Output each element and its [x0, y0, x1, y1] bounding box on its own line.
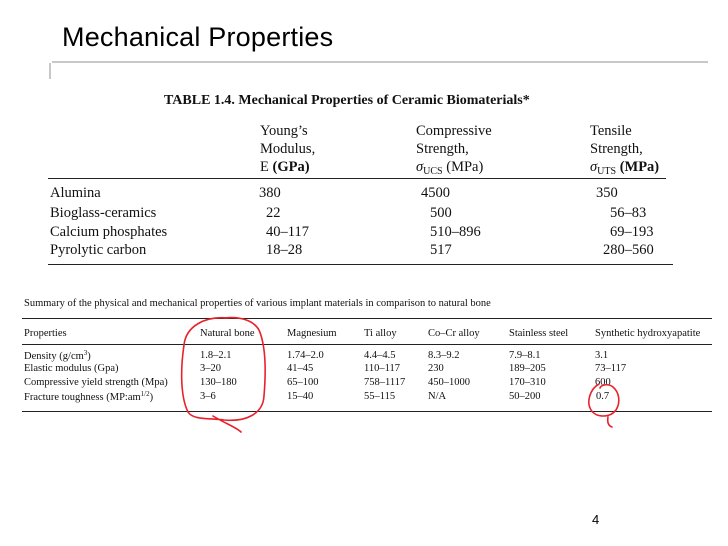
compressive-value: 517 — [430, 242, 452, 258]
natural-bone-value: 3–20 — [200, 363, 221, 374]
header-line: Modulus, — [260, 141, 316, 157]
property-superscript: 1/2 — [140, 390, 150, 398]
stainless-steel-value: 170–310 — [509, 377, 546, 388]
co-cr-alloy-value: 8.3–9.2 — [428, 350, 460, 361]
ti-alloy-value: 4.4–4.5 — [364, 350, 396, 361]
sigma-symbol: σ — [416, 159, 424, 175]
property-name: Elastic modulus (Gpa) — [24, 363, 119, 374]
co-cr-alloy-value: 450–1000 — [428, 377, 470, 388]
property-superscript: 3 — [83, 349, 88, 357]
table1-caption: TABLE 1.4. Mechanical Properties of Cera… — [164, 93, 530, 108]
table1-top-rule — [48, 178, 666, 179]
co-cr-alloy-value: N/A — [428, 391, 447, 402]
page-number: 4 — [592, 512, 600, 527]
table2-top-rule — [22, 318, 712, 319]
table1-header-tensile: Tensile Strength, σUTS (MPa) — [590, 122, 659, 181]
table1-header-youngs: Young’s Modulus, E (GPa) — [260, 122, 315, 176]
material-name: Alumina — [50, 185, 101, 201]
ti-alloy-value: 55–115 — [364, 391, 396, 402]
header-line: E (GPa) — [260, 158, 315, 176]
compressive-value: 4500 — [421, 185, 450, 201]
column-header: Magnesium — [287, 328, 337, 339]
property-name: Density (g/cm3) — [24, 349, 91, 362]
table2-header-rule — [22, 344, 712, 345]
stainless-steel-value: 189–205 — [509, 363, 546, 374]
youngs-value: 22 — [266, 205, 281, 221]
property-suffix: ) — [149, 392, 154, 403]
property-text: Density (g/cm — [24, 351, 84, 362]
column-header: Synthetic hydroxyapatite — [595, 328, 701, 339]
slide-border-mark — [49, 63, 51, 79]
magnesium-value: 15–40 — [287, 391, 314, 402]
title-divider — [52, 61, 708, 63]
column-header: Properties — [24, 328, 67, 339]
magnesium-value: 65–100 — [287, 377, 319, 388]
header-line: Young’s — [260, 123, 308, 139]
header-line: Strength, — [590, 141, 643, 157]
compressive-value: 500 — [430, 205, 452, 221]
header-line: σUCS (MPa) — [416, 158, 492, 181]
tensile-value: 56–83 — [610, 205, 647, 221]
column-header: Co–Cr alloy — [428, 328, 480, 339]
column-header: Natural bone — [200, 328, 255, 339]
material-name: Pyrolytic carbon — [50, 242, 147, 258]
youngs-value: 18–28 — [266, 242, 303, 258]
header-unit: (GPa) — [272, 159, 310, 175]
tensile-value: 350 — [596, 185, 618, 201]
header-line: Strength, — [416, 141, 469, 157]
header-line: Compressive — [416, 123, 492, 139]
property-name: Compressive yield strength (Mpa) — [24, 377, 168, 388]
youngs-value: 40–117 — [266, 224, 309, 240]
ti-alloy-value: 110–117 — [364, 363, 400, 374]
youngs-value: 380 — [259, 185, 281, 201]
header-line: σUTS (MPa) — [590, 158, 659, 181]
table1-header-compressive: Compressive Strength, σUCS (MPa) — [416, 122, 492, 181]
header-symbol: E — [260, 159, 273, 175]
slide-title: Mechanical Properties — [62, 22, 334, 52]
header-unit: (MPa) — [442, 159, 484, 175]
header-subscript: UTS — [597, 166, 617, 177]
tensile-value: 280–560 — [603, 242, 654, 258]
header-line: Tensile — [590, 123, 632, 139]
magnesium-value: 1.74–2.0 — [287, 350, 324, 361]
material-name: Calcium phosphates — [50, 224, 168, 240]
natural-bone-value: 130–180 — [200, 377, 237, 388]
hydroxyapatite-value: 3.1 — [595, 350, 609, 361]
table2-caption: Summary of the physical and mechanical p… — [24, 298, 491, 309]
column-header: Stainless steel — [509, 328, 569, 339]
column-header: Ti alloy — [364, 328, 397, 339]
table1-bottom-rule — [48, 264, 673, 265]
stainless-steel-value: 7.9–8.1 — [509, 350, 541, 361]
header-unit: (MPa) — [616, 159, 660, 175]
natural-bone-value: 1.8–2.1 — [200, 350, 232, 361]
sigma-symbol: σ — [590, 159, 598, 175]
table2-bottom-rule — [22, 411, 712, 412]
magnesium-value: 41–45 — [287, 363, 314, 374]
hydroxyapatite-value: 0.7 — [596, 391, 610, 402]
property-name: Fracture toughness (MP:am1/2) — [24, 390, 153, 403]
property-suffix: ) — [87, 351, 91, 362]
tensile-value: 69–193 — [610, 224, 654, 240]
natural-bone-value: 3–6 — [200, 391, 216, 402]
header-subscript: UCS — [423, 166, 443, 177]
hydroxyapatite-value: 73–117 — [595, 363, 627, 374]
material-name: Bioglass-ceramics — [50, 205, 157, 221]
co-cr-alloy-value: 230 — [428, 363, 444, 374]
ti-alloy-value: 758–1117 — [364, 377, 406, 388]
hydroxyapatite-value: 600 — [595, 377, 611, 388]
compressive-value: 510–896 — [430, 224, 481, 240]
property-text: Fracture toughness (MP:am — [24, 392, 141, 403]
stainless-steel-value: 50–200 — [509, 391, 541, 402]
